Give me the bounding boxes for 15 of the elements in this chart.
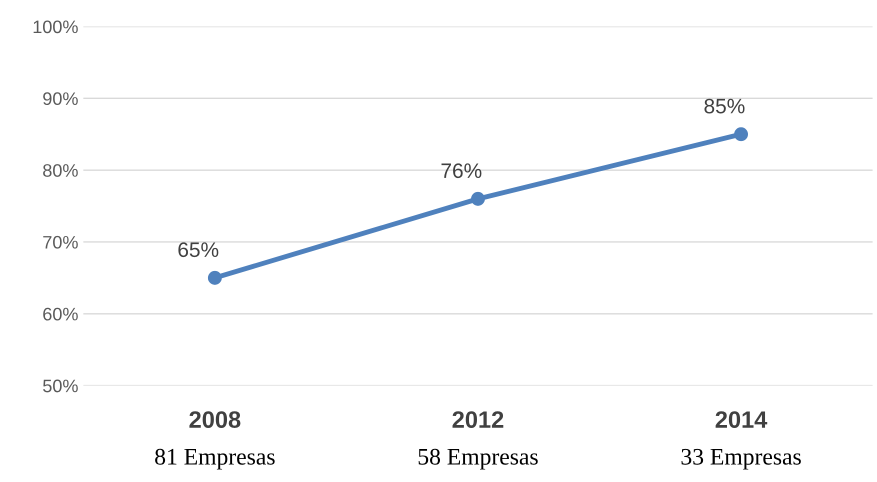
y-tick-label: 70% <box>43 236 78 249</box>
point <box>471 192 485 206</box>
point <box>734 127 748 142</box>
y-tick-label: 80% <box>43 164 78 177</box>
y-tick-label: 60% <box>43 308 78 320</box>
x-tick-label: 2014 33 Empresas <box>682 411 801 470</box>
data-label: 76% <box>442 163 482 178</box>
y-tick-label: 90% <box>43 92 78 106</box>
point <box>208 270 222 285</box>
x-tick-label: 2012 58 Empresas <box>418 411 538 470</box>
y-tick-label: 50% <box>43 380 78 392</box>
y-tick-label: 100% <box>34 20 78 34</box>
x-tick-label: 2008 81 Empresas <box>155 411 275 470</box>
data-label: 85% <box>704 98 745 114</box>
data-label: 65% <box>178 242 218 258</box>
